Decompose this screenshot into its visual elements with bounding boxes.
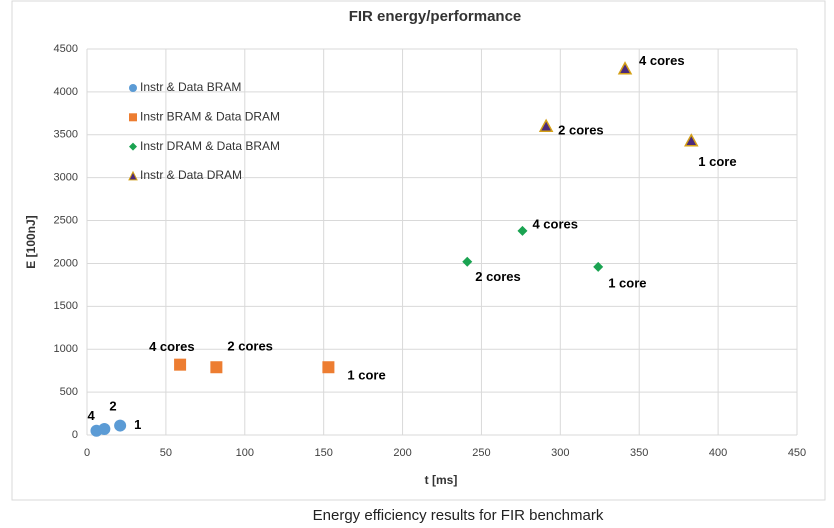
point-label: 1 core <box>698 154 736 169</box>
point <box>322 361 335 374</box>
legend-marker <box>129 142 137 151</box>
legend-marker <box>129 113 137 122</box>
point-label: 2 cores <box>475 269 521 284</box>
y-axis-label: E [100nJ] <box>24 215 38 268</box>
x-tick-label: 350 <box>630 447 648 459</box>
legend-label: Instr & Data DRAM <box>140 168 242 182</box>
point-label: 2 <box>109 398 116 413</box>
legend-label: Instr DRAM & Data BRAM <box>140 139 280 153</box>
point-label: 4 cores <box>532 216 578 231</box>
point <box>210 361 223 374</box>
point <box>538 118 554 132</box>
legend-marker <box>129 84 137 92</box>
x-tick-label: 400 <box>709 447 727 459</box>
point-label: 2 cores <box>558 123 604 138</box>
x-tick-label: 100 <box>236 447 254 459</box>
x-tick-label: 0 <box>84 447 90 459</box>
chart-frame <box>11 0 826 501</box>
x-tick-label: 300 <box>551 447 569 459</box>
y-tick-label: 3000 <box>54 172 78 184</box>
x-axis-label: t [ms] <box>425 473 458 487</box>
y-tick-label: 1000 <box>54 343 78 355</box>
x-tick-label: 200 <box>393 447 411 459</box>
point-label: 4 <box>87 408 95 423</box>
point <box>114 419 127 432</box>
point <box>98 422 111 435</box>
y-tick-label: 3500 <box>54 129 78 141</box>
point-label: 1 core <box>347 368 385 383</box>
y-tick-label: 2000 <box>54 257 78 269</box>
point <box>517 225 528 236</box>
y-tick-label: 1500 <box>54 300 78 312</box>
point-label: 1 core <box>608 275 646 290</box>
point-label: 4 cores <box>149 339 195 354</box>
legend-marker <box>128 170 138 181</box>
x-tick-label: 150 <box>314 447 332 459</box>
y-tick-label: 0 <box>72 429 78 441</box>
point-label: 4 cores <box>639 53 685 68</box>
point <box>462 256 473 267</box>
point <box>617 61 633 75</box>
point-label: 1 <box>134 417 141 432</box>
point-label: 2 cores <box>227 339 273 354</box>
y-tick-label: 500 <box>60 386 78 398</box>
chart-title: FIR energy/performance <box>349 8 522 25</box>
x-tick-label: 450 <box>788 447 806 459</box>
legend-label: Instr & Data BRAM <box>140 80 241 94</box>
point <box>684 133 699 147</box>
y-tick-label: 4500 <box>54 43 78 55</box>
y-tick-label: 4000 <box>54 86 78 98</box>
point <box>593 261 604 272</box>
caption: Energy efficiency results for FIR benchm… <box>313 507 604 524</box>
x-tick-label: 250 <box>472 447 490 459</box>
y-tick-label: 2500 <box>54 214 78 226</box>
legend-label: Instr BRAM & Data DRAM <box>140 109 280 123</box>
x-tick-label: 50 <box>160 447 172 459</box>
point <box>174 358 187 371</box>
